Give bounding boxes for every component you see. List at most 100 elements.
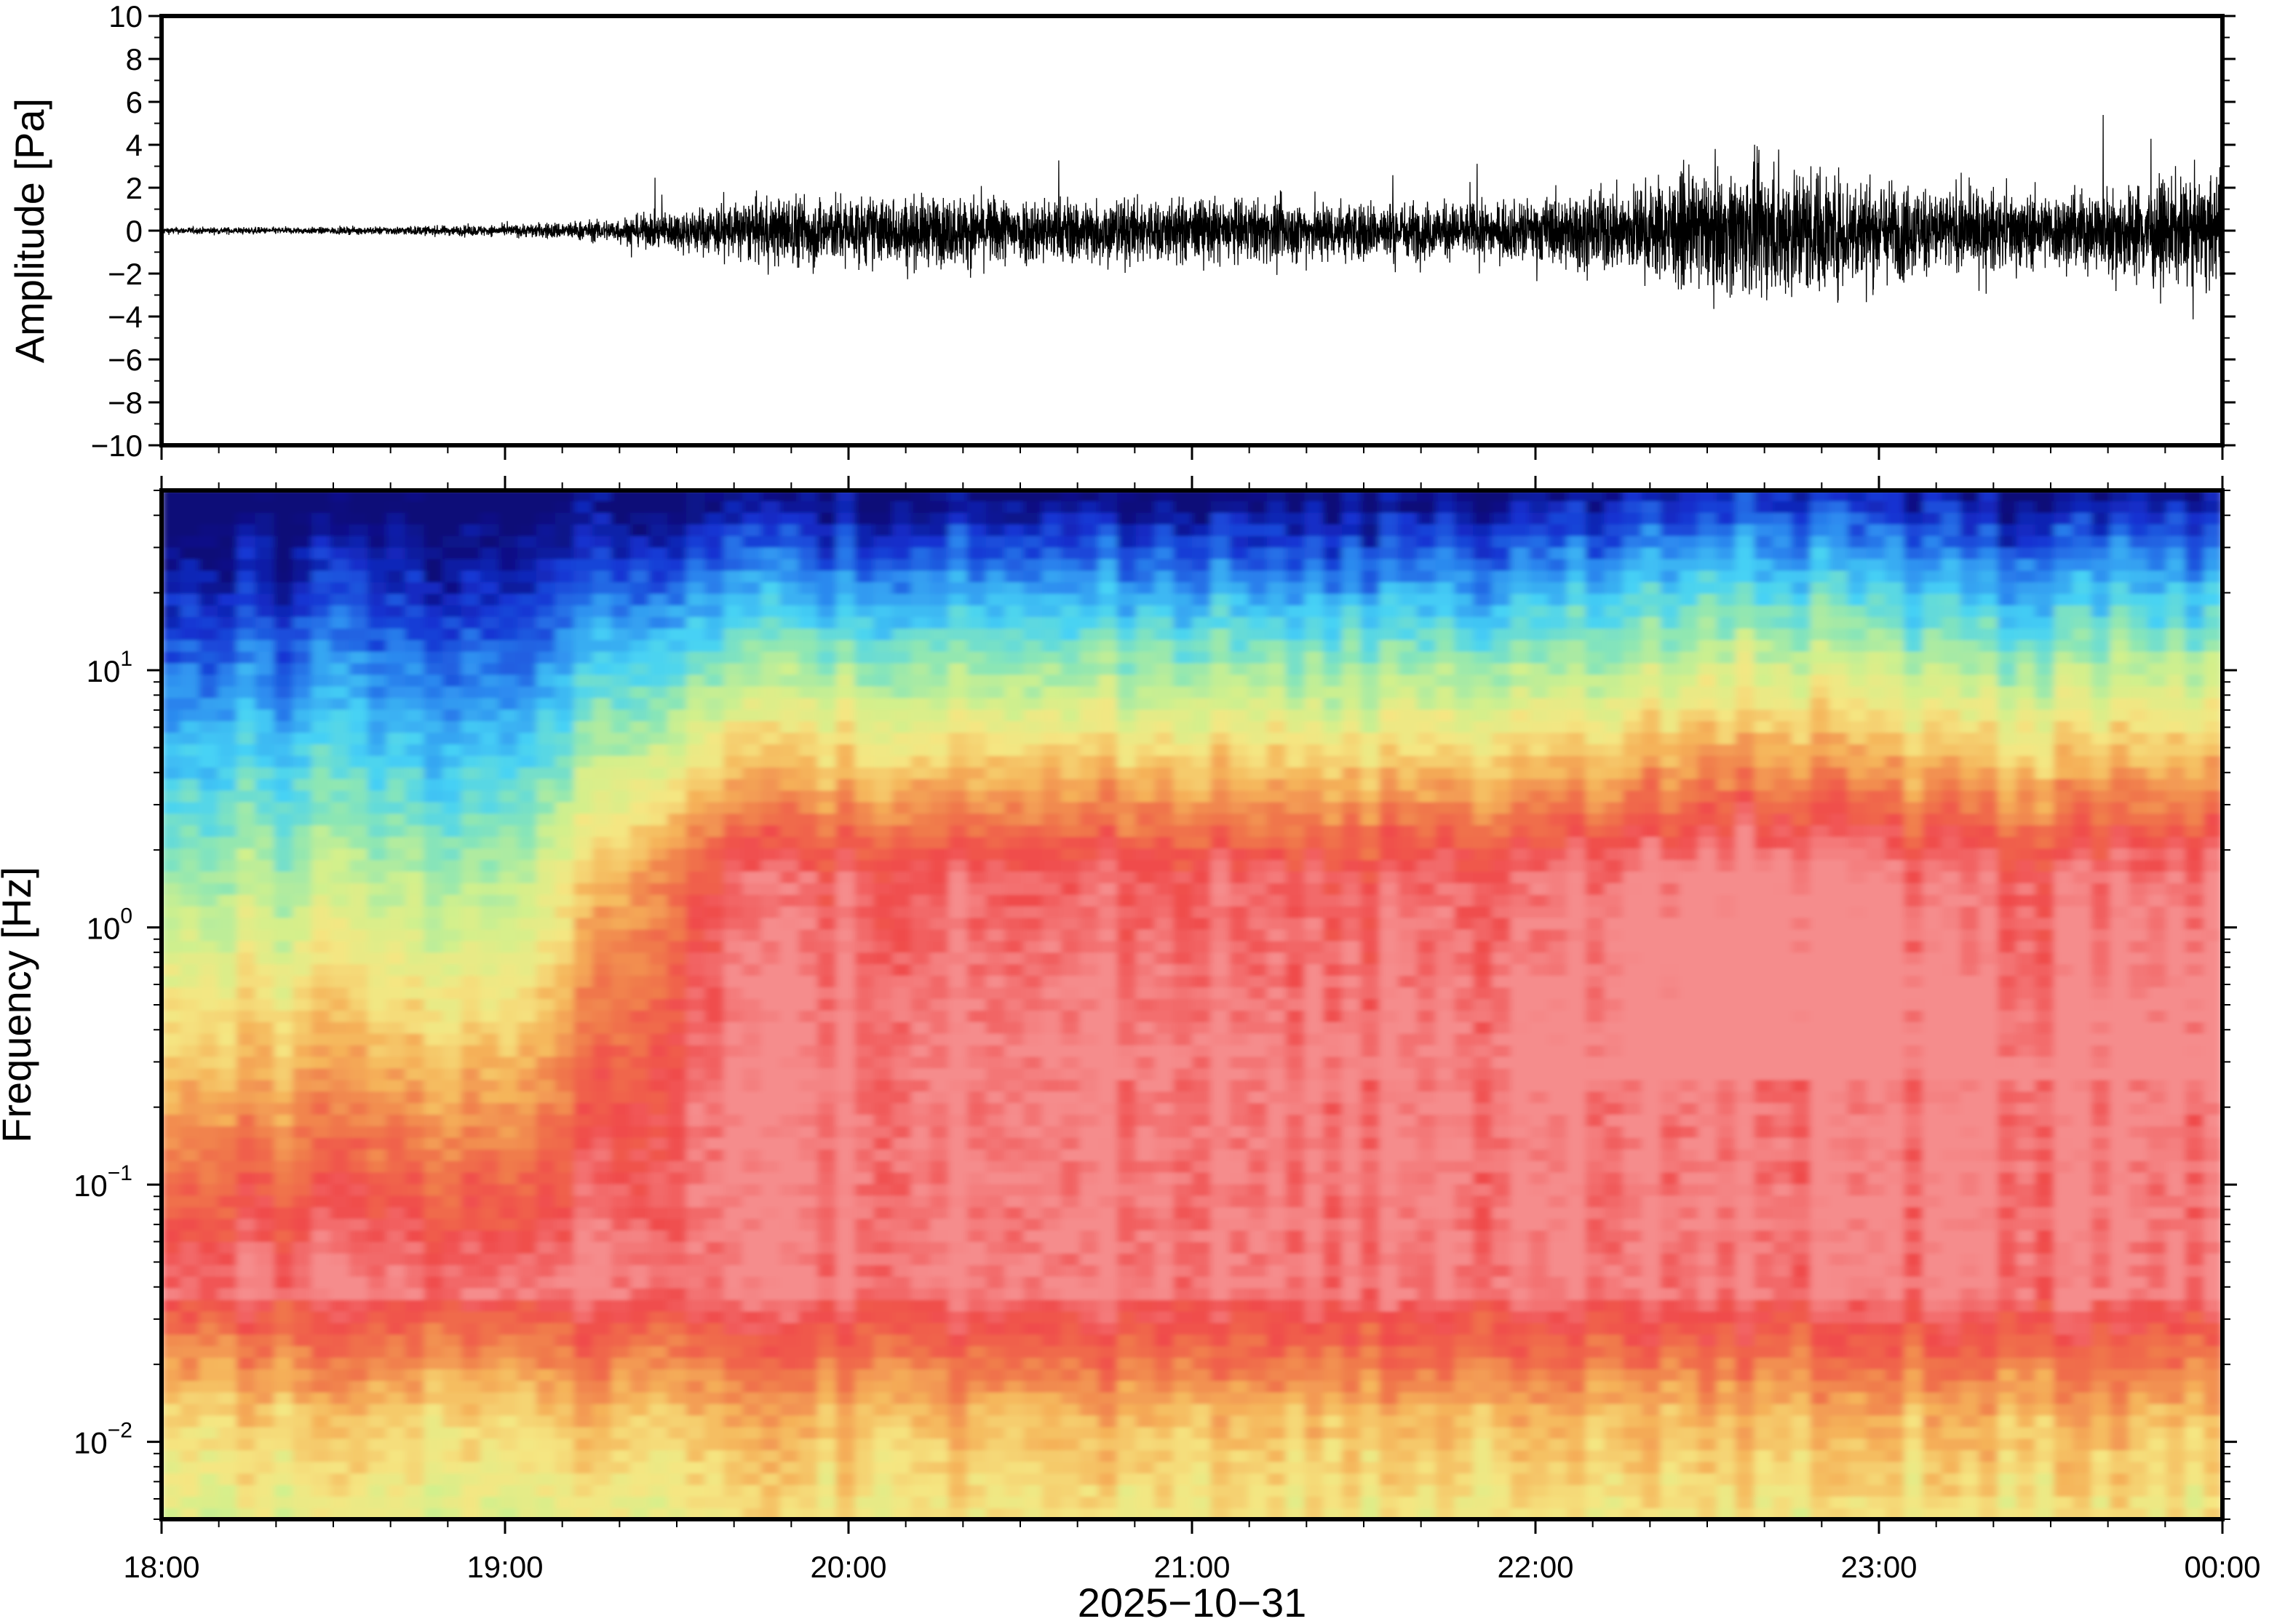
spectrogram-cell — [835, 1149, 856, 1161]
spectrogram-cell — [1042, 501, 1062, 513]
spectrogram-cell — [910, 1403, 931, 1416]
spectrogram-cell — [199, 905, 218, 918]
spectrogram-cell — [611, 1160, 631, 1173]
spectrogram-cell — [498, 905, 518, 918]
spectrogram-cell — [180, 789, 200, 803]
spectrogram-cell — [667, 685, 687, 698]
spectrogram-cell — [274, 1265, 293, 1277]
spectrogram-cell — [1117, 1102, 1137, 1115]
spectrogram-cell — [686, 512, 706, 525]
spectrogram-cell — [424, 1079, 443, 1092]
spectrogram-cell — [162, 628, 181, 640]
spectrogram-cell — [536, 1079, 556, 1092]
spectrogram-cell — [686, 1102, 706, 1115]
spectrogram-cell — [817, 1369, 837, 1381]
spectrogram-cell — [480, 697, 500, 710]
spectrogram-cell — [405, 998, 425, 1011]
spectrogram-cell — [1117, 1496, 1137, 1508]
spectrogram-cell — [199, 883, 218, 895]
spectrogram-cell — [948, 1357, 968, 1369]
spectrogram-cell — [742, 1022, 762, 1034]
spectrogram-cell — [1117, 940, 1137, 953]
spectrogram-cell — [648, 1067, 668, 1080]
spectrogram-cell — [704, 662, 725, 675]
spectrogram-cell — [910, 859, 931, 872]
spectrogram-cell — [461, 905, 481, 918]
spectrogram-cell — [480, 1299, 500, 1312]
spectrogram-cell — [218, 524, 237, 536]
spectrogram-cell — [686, 501, 706, 513]
spectrogram-cell — [386, 744, 406, 756]
spectrogram-cell — [686, 894, 706, 907]
spectrogram-cell — [330, 1056, 350, 1069]
spectrogram-cell — [929, 581, 950, 594]
spectrogram-cell — [180, 1310, 200, 1324]
spectrogram-cell — [349, 975, 368, 987]
spectrogram-cell — [480, 616, 500, 629]
spectrogram-cell — [648, 1473, 668, 1486]
spectrogram-cell — [237, 1022, 256, 1034]
spectrogram-cell — [1117, 720, 1137, 733]
spectrogram-cell — [555, 1102, 575, 1115]
spectrogram-cell — [367, 963, 387, 976]
spectrogram-cell — [910, 1206, 931, 1219]
spectrogram-cell — [723, 1334, 743, 1347]
spectrogram-cell — [1173, 1392, 1193, 1404]
spectrogram-cell — [592, 1091, 612, 1104]
spectrogram-cell — [405, 1183, 425, 1196]
spectrogram-cell — [1023, 975, 1043, 987]
spectrogram-cell — [611, 1137, 631, 1150]
spectrogram-cell — [461, 650, 481, 664]
spectrogram-cell — [929, 1056, 950, 1069]
spectrogram-cell — [892, 883, 912, 895]
spectrogram-cell — [910, 1265, 931, 1277]
spectrogram-cell — [686, 490, 706, 501]
spectrogram-cell — [480, 1206, 500, 1219]
spectrogram-cell — [929, 628, 950, 640]
spectrogram-cell — [461, 605, 481, 617]
waveform-y-tick-label: −6 — [108, 343, 143, 377]
spectrogram-cell — [1023, 709, 1043, 722]
spectrogram-cell — [592, 789, 612, 803]
spectrogram-cell — [274, 524, 293, 536]
spectrogram-cell — [1023, 1496, 1043, 1508]
spectrogram-cell — [573, 593, 593, 606]
spectrogram-cell — [180, 1091, 200, 1104]
spectrogram-cell — [311, 501, 331, 513]
spectrogram-cell — [461, 662, 481, 675]
spectrogram-cell — [667, 697, 687, 710]
spectrogram-cell — [330, 593, 350, 606]
spectrogram-cell — [573, 1183, 593, 1196]
spectrogram-cell — [311, 1449, 331, 1462]
spectrogram-cell — [817, 1067, 837, 1080]
spectrogram-cell — [573, 940, 593, 953]
spectrogram-cell — [779, 1357, 800, 1369]
spectrogram-cell — [405, 674, 425, 687]
spectrogram-cell — [910, 755, 931, 768]
spectrogram-cell — [1098, 1426, 1118, 1439]
spectrogram-cell — [667, 1010, 687, 1022]
spectrogram-cell — [218, 674, 237, 687]
spectrogram-cell — [180, 767, 200, 779]
spectrogram-cell — [854, 593, 875, 606]
spectrogram-cell — [442, 1275, 462, 1289]
spectrogram-cell — [1079, 546, 1099, 560]
spectrogram-cell — [405, 640, 425, 652]
spectrogram-cell — [1154, 1137, 1174, 1150]
spectrogram-cell — [1060, 1345, 1081, 1358]
spectrogram-cell — [311, 720, 331, 733]
spectrogram-cell — [199, 859, 218, 872]
spectrogram-cell — [1098, 836, 1118, 849]
spectrogram-cell — [835, 1414, 856, 1428]
spectrogram-cell — [592, 952, 612, 965]
spectrogram-cell — [929, 720, 950, 733]
spectrogram-cell — [1004, 1484, 1024, 1497]
spectrogram-cell — [1154, 605, 1174, 617]
spectrogram-cell — [948, 1287, 968, 1300]
spectrogram-cell — [293, 1102, 312, 1115]
spectrogram-cell — [386, 836, 406, 849]
spectrogram-cell — [461, 490, 481, 501]
spectrogram-cell — [199, 535, 218, 548]
spectrogram-cell — [760, 755, 781, 768]
spectrogram-cell — [1117, 1334, 1137, 1347]
